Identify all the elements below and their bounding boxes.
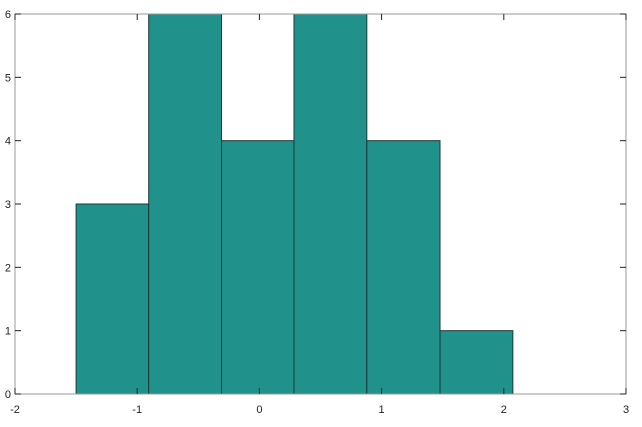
ticks: -2 -1 0 1 2 3 0 1 2 3 4 5 6 bbox=[5, 9, 629, 416]
histogram-bar bbox=[293, 13, 368, 395]
histogram-bar bbox=[148, 13, 223, 395]
x-tick-label: 3 bbox=[623, 404, 629, 416]
histogram-bar bbox=[366, 140, 441, 395]
y-tick-label: 1 bbox=[5, 326, 11, 338]
bars bbox=[75, 13, 514, 395]
y-tick-label: 3 bbox=[5, 199, 11, 211]
x-tick-label: -2 bbox=[10, 404, 20, 416]
histogram-bar bbox=[221, 140, 295, 395]
histogram-bar bbox=[75, 203, 150, 395]
x-tick-label: -1 bbox=[132, 404, 142, 416]
y-tick-label: 0 bbox=[5, 389, 11, 401]
y-tick-label: 6 bbox=[5, 9, 11, 21]
y-tick-label: 4 bbox=[5, 136, 11, 148]
x-tick-label: 0 bbox=[256, 404, 262, 416]
x-tick-label: 2 bbox=[501, 404, 507, 416]
y-tick-label: 5 bbox=[5, 72, 11, 84]
histogram-bar bbox=[439, 330, 514, 395]
x-tick-label: 1 bbox=[379, 404, 385, 416]
y-tick-label: 2 bbox=[5, 262, 11, 274]
